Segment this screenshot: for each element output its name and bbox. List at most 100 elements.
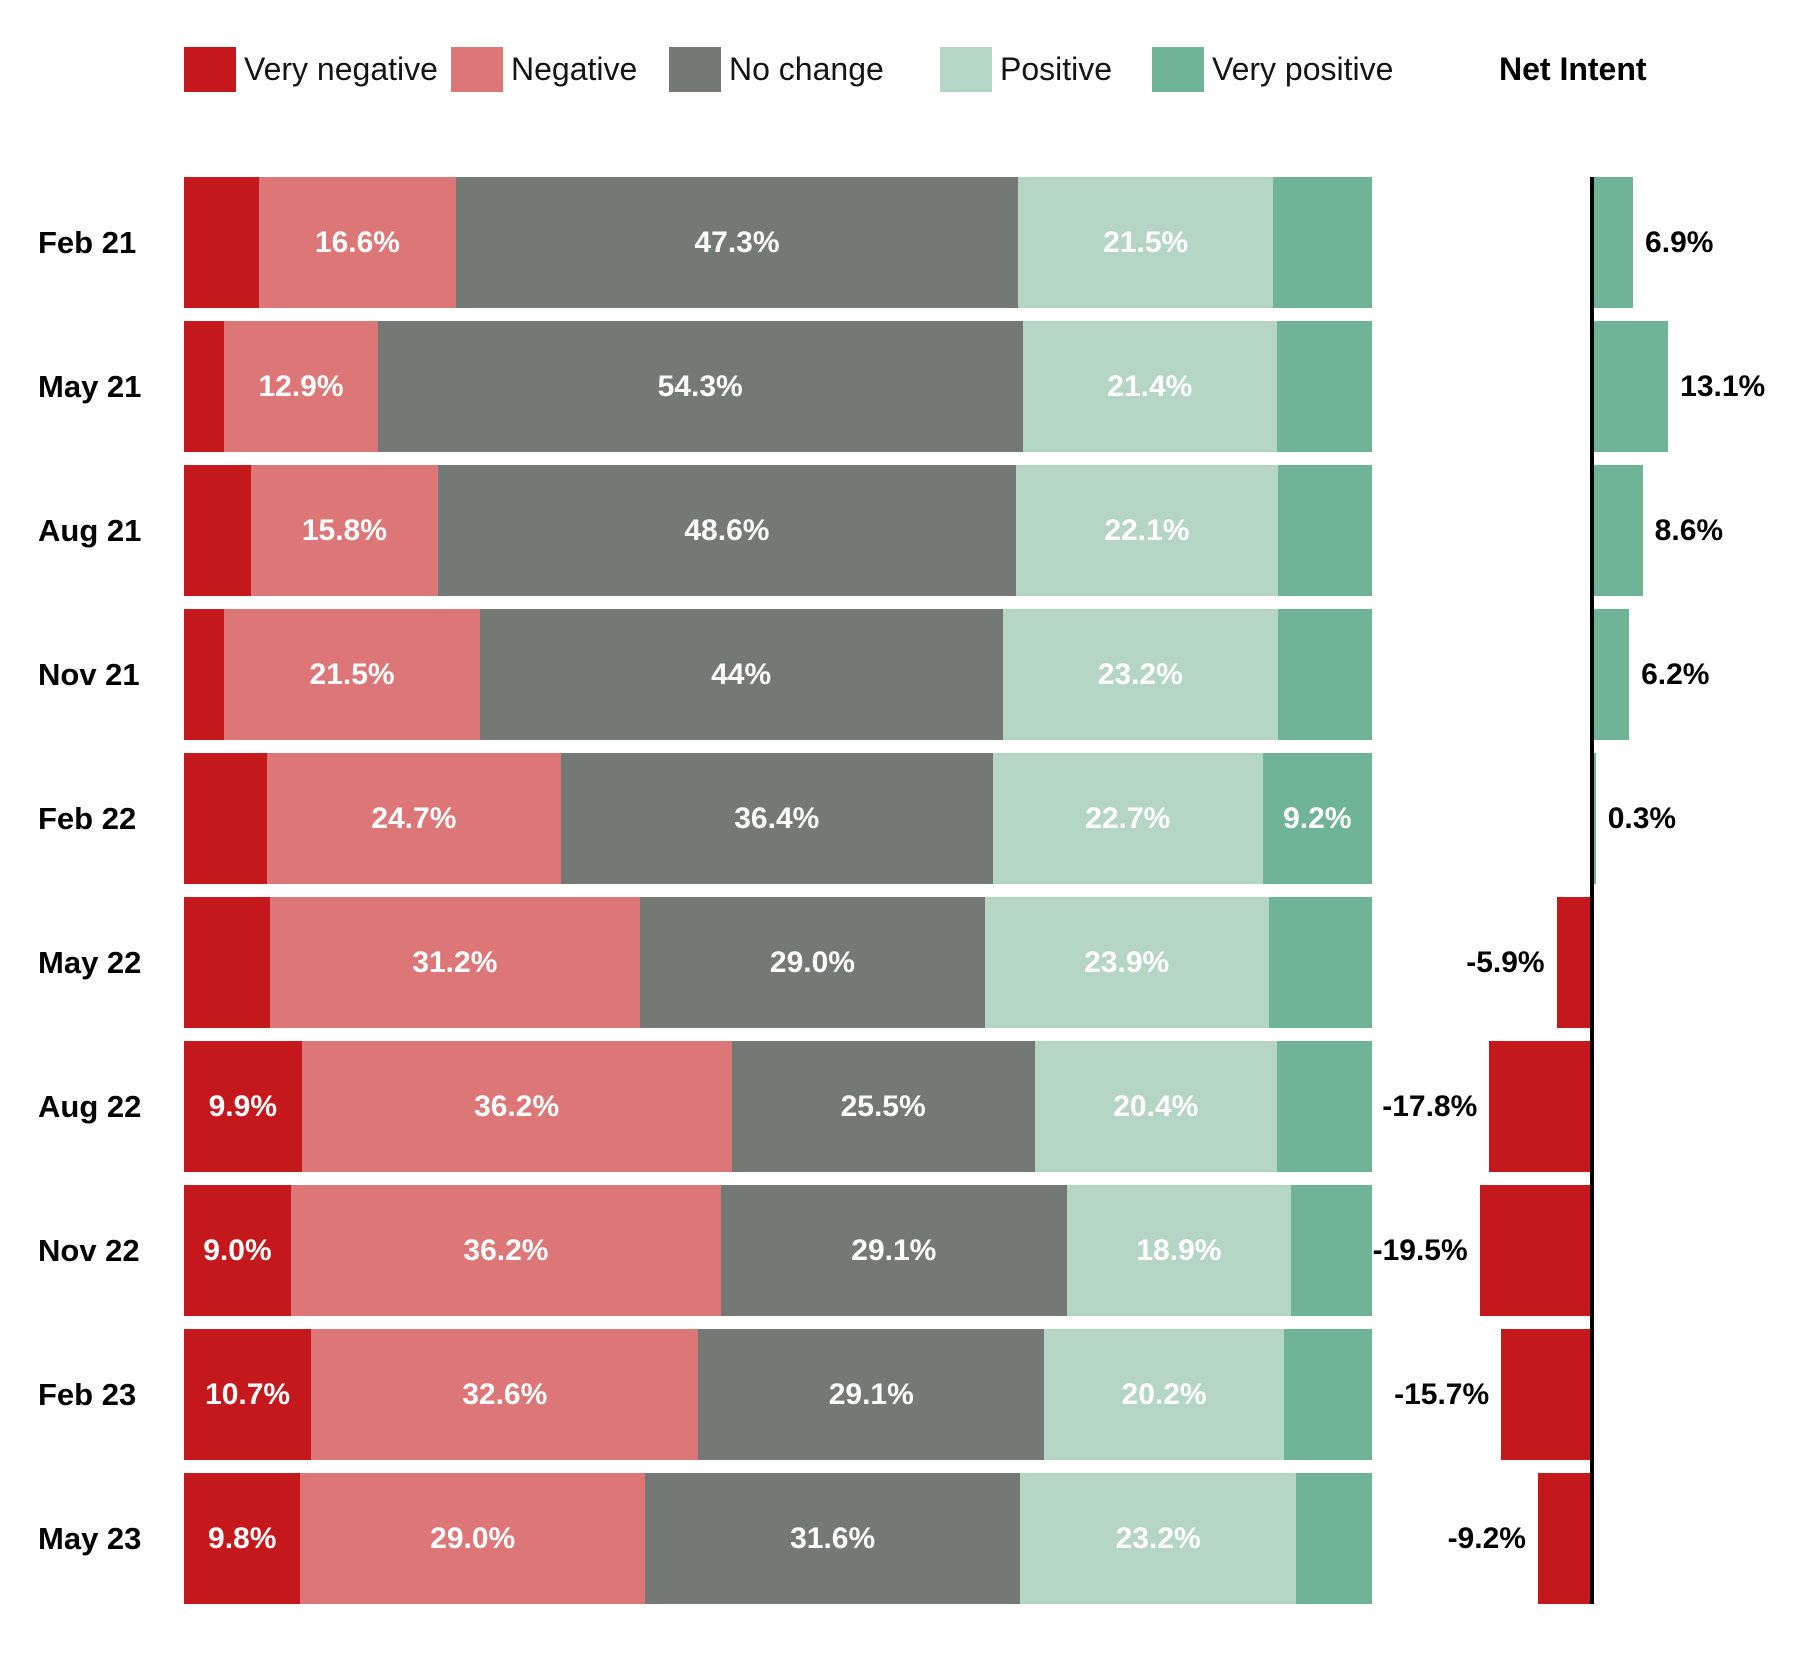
bar-segment-negative: 36.2% (301, 1041, 732, 1172)
segment-value-label: 31.6% (790, 1521, 876, 1555)
bar-segment-negative: 16.6% (258, 177, 457, 308)
category-label-may-22: May 22 (38, 944, 142, 980)
segment-value-label: 16.6% (314, 225, 400, 259)
stacked-bar-aug-22: 9.9% 36.2% 25.5% 20.4% (184, 1041, 1372, 1172)
segment-value-label: 23.2% (1097, 657, 1183, 691)
segment-value-label: 23.2% (1115, 1521, 1201, 1555)
bar-segment-very-negative: 9.8% (184, 1473, 301, 1604)
segment-value-label: 20.4% (1113, 1089, 1199, 1123)
segment-value-label: 22.1% (1104, 513, 1190, 547)
legend-swatch-negative (451, 47, 503, 92)
bar-segment-no-change: 29.0% (640, 897, 985, 1028)
legend-item-no-change: No change (669, 47, 884, 92)
net-intent-value-label: 13.1% (1680, 369, 1766, 403)
bar-segment-positive: 20.4% (1034, 1041, 1277, 1172)
net-intent-bar-may-21 (1594, 321, 1669, 452)
segment-value-label: 31.2% (412, 945, 498, 979)
stacked-bar-may-22: 31.2% 29.0% 23.9% (184, 897, 1372, 1028)
category-label-nov-22: Nov 22 (38, 1232, 140, 1268)
bar-segment-positive: 23.2% (1020, 1473, 1296, 1604)
net-intent-bar-aug-21 (1594, 465, 1643, 596)
segment-value-label: 36.4% (734, 801, 820, 835)
legend-label: Negative (511, 51, 638, 87)
net-intent-bar-feb-21 (1594, 177, 1634, 308)
net-intent-value-label: 6.9% (1645, 225, 1714, 259)
segment-value-label: 48.6% (684, 513, 770, 547)
net-intent-bar-aug-22 (1489, 1041, 1590, 1172)
bar-segment-positive: 22.7% (993, 753, 1263, 884)
net-intent-value-label: -19.5% (1372, 1233, 1468, 1267)
legend-item-very-negative: Very negative (184, 47, 438, 92)
net-axis-line (1590, 177, 1594, 1604)
segment-value-label: 21.5% (1103, 225, 1189, 259)
legend-item-negative: Negative (451, 47, 637, 92)
bar-segment-no-change: 29.1% (698, 1329, 1045, 1460)
category-label-nov-21: Nov 21 (38, 656, 140, 692)
segment-value-label: 22.7% (1085, 801, 1171, 835)
net-intent-header: Net Intent (1499, 51, 1647, 87)
bar-segment-no-change: 48.6% (438, 465, 1016, 596)
net-intent-value-label: 0.3% (1607, 801, 1677, 835)
segment-value-label: 21.4% (1107, 369, 1193, 403)
bar-segment-negative: 12.9% (224, 321, 378, 452)
bar-segment-very-negative: 9.9% (184, 1041, 302, 1172)
bar-segment-very-positive (1276, 1041, 1372, 1172)
net-intent-value-label: -15.7% (1394, 1377, 1490, 1411)
bar-segment-positive: 20.2% (1044, 1329, 1285, 1460)
net-intent-bar-may-23 (1537, 1473, 1590, 1604)
stacked-bar-feb-21: 16.6% 47.3% 21.5% (184, 177, 1372, 308)
bar-segment-negative: 29.0% (300, 1473, 645, 1604)
segment-value-label: 9.2% (1283, 801, 1352, 835)
legend-label: Very positive (1212, 51, 1394, 87)
net-intent-value-label: 8.6% (1654, 513, 1724, 547)
segment-value-label: 36.2% (474, 1089, 560, 1123)
segment-value-label: 44% (711, 657, 772, 691)
net-intent-value-label: -5.9% (1466, 945, 1545, 979)
bar-segment-positive: 21.5% (1017, 177, 1274, 308)
bar-segment-positive: 22.1% (1015, 465, 1279, 596)
bar-segment-negative: 36.2% (290, 1185, 721, 1316)
segment-value-label: 9.0% (203, 1233, 272, 1267)
legend-item-very-positive: Very positive (1152, 47, 1393, 92)
legend-label: Positive (1000, 51, 1113, 87)
segment-value-label: 15.8% (301, 513, 387, 547)
bar-segment-no-change: 54.3% (377, 321, 1023, 452)
bar-segment-negative: 32.6% (311, 1329, 699, 1460)
segment-value-label: 54.3% (657, 369, 743, 403)
net-intent-bar-nov-22 (1479, 1185, 1590, 1316)
net-intent-value-label: 6.2% (1641, 657, 1710, 691)
bar-segment-no-change: 44% (479, 609, 1003, 740)
bar-segment-very-positive: 9.2% (1262, 753, 1372, 884)
segment-value-label: 12.9% (258, 369, 344, 403)
bar-segment-very-negative (184, 177, 259, 308)
bar-segment-negative: 24.7% (267, 753, 561, 884)
bar-segment-very-negative (184, 897, 270, 1028)
bar-segment-positive: 23.2% (1002, 609, 1279, 740)
bar-segment-negative: 31.2% (269, 897, 641, 1028)
bar-segment-very-negative: 9.0% (184, 1185, 291, 1316)
stacked-bar-aug-21: 15.8% 48.6% 22.1% (184, 465, 1372, 596)
category-label-may-21: May 21 (38, 368, 142, 404)
segment-value-label: 20.2% (1121, 1377, 1207, 1411)
net-intent-value-label: -17.8% (1382, 1089, 1478, 1123)
category-label-aug-21: Aug 21 (38, 512, 142, 548)
segment-value-label: 29.1% (828, 1377, 914, 1411)
category-label-aug-22: Aug 22 (38, 1088, 142, 1124)
stacked-bar-may-21: 12.9% 54.3% 21.4% (184, 321, 1372, 452)
segment-value-label: 32.6% (462, 1377, 548, 1411)
net-intent-value-label: -9.2% (1447, 1521, 1526, 1555)
bar-segment-negative: 21.5% (224, 609, 480, 740)
bar-segment-no-change: 29.1% (720, 1185, 1067, 1316)
legend-swatch-very-negative (184, 47, 236, 92)
segment-value-label: 9.9% (208, 1089, 277, 1123)
bar-segment-very-positive (1276, 321, 1372, 452)
net-intent-bar-may-22 (1556, 897, 1590, 1028)
legend-item-positive: Positive (940, 47, 1112, 92)
bar-segment-very-negative (184, 753, 268, 884)
segment-value-label: 18.9% (1136, 1233, 1222, 1267)
segment-value-label: 29.0% (769, 945, 855, 979)
segment-value-label: 24.7% (371, 801, 457, 835)
segment-value-label: 23.9% (1084, 945, 1170, 979)
bar-segment-no-change: 31.6% (644, 1473, 1021, 1604)
